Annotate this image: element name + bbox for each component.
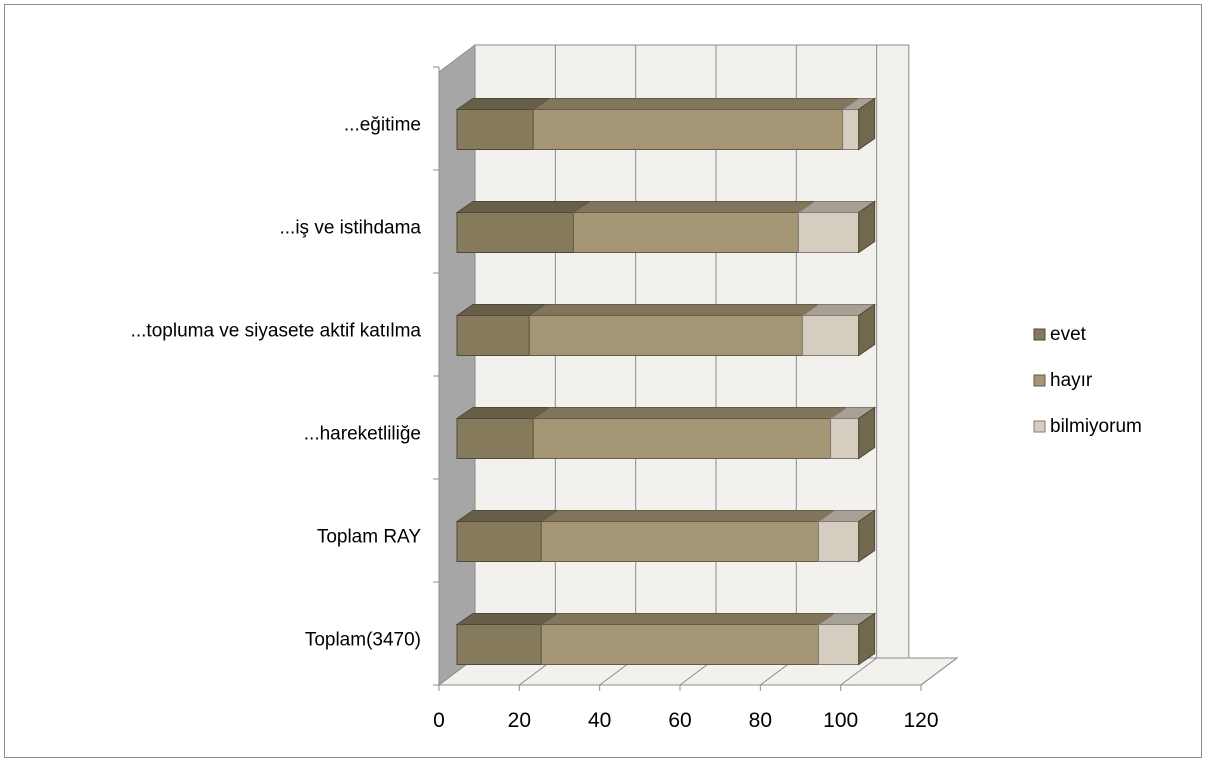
bar-top-hayır-4 <box>571 201 817 213</box>
legend-swatch-bilmiyorum <box>1033 420 1046 433</box>
gridline <box>920 657 958 686</box>
x-tick-label: 80 <box>749 709 772 732</box>
legend-label-hayır: hayır <box>1050 370 1093 391</box>
bar-top-hayır-0 <box>539 613 837 625</box>
bar-top-hayır-5 <box>531 98 861 110</box>
category-label: Toplam(3470) <box>305 630 421 651</box>
bar-bilmiyorum-4 <box>797 212 860 253</box>
category-label: ...eğitime <box>344 115 421 136</box>
bar-end-2 <box>858 406 876 460</box>
bar-top-hayır-2 <box>531 407 849 419</box>
x-tick-label: 120 <box>903 709 938 732</box>
bar-evet-5 <box>456 109 534 150</box>
bar-evet-1 <box>456 521 542 562</box>
bar-evet-3 <box>456 315 530 356</box>
x-tick-label: 40 <box>588 709 611 732</box>
x-tick-label: 100 <box>823 709 858 732</box>
legend-label-evet: evet <box>1050 324 1087 345</box>
bar-chart: 0 20 40 60 80 100 120 Toplam(3470) Toplam RAY...… <box>131 44 1142 732</box>
bar-top-evet-4 <box>455 201 592 213</box>
bar-top-evet-1 <box>455 510 559 522</box>
gridline <box>840 657 877 686</box>
legend-swatch-evet <box>1033 328 1046 341</box>
bar-bilmiyorum-0 <box>818 624 860 665</box>
bar-end-0 <box>858 612 876 666</box>
bar-top-hayır-3 <box>527 304 821 316</box>
category-label: ...hareketliliğe <box>304 424 421 445</box>
bar-bilmiyorum-1 <box>818 521 860 562</box>
bar-end-4 <box>858 200 876 254</box>
bar-bilmiyorum-2 <box>830 418 860 459</box>
category-label: ...topluma ve siyasete aktif katılma <box>131 321 422 342</box>
bar-end-1 <box>858 509 876 563</box>
x-tick-label: 60 <box>668 709 691 732</box>
bar-hayır-0 <box>540 624 819 665</box>
bar-hayır-4 <box>572 212 799 253</box>
bar-hayır-2 <box>532 418 832 459</box>
bar-top-hayır-1 <box>539 510 837 522</box>
bar-evet-0 <box>456 624 542 665</box>
category-label: ...iş ve istihdama <box>280 218 422 239</box>
chart-frame: 0 20 40 60 80 100 120 Toplam(3470) Toplam RAY...… <box>4 4 1202 758</box>
legend-label-bilmiyorum: bilmiyorum <box>1050 416 1142 437</box>
bar-bilmiyorum-3 <box>801 315 860 356</box>
x-tick-label: 20 <box>508 709 531 732</box>
bar-end-3 <box>858 303 876 357</box>
bar-bilmiyorum-5 <box>842 109 860 150</box>
bar-hayır-1 <box>540 521 819 562</box>
bar-end-5 <box>858 97 876 151</box>
bar-top-evet-0 <box>455 613 559 625</box>
bar-evet-4 <box>456 212 574 253</box>
bar-hayır-3 <box>528 315 803 356</box>
bar-evet-2 <box>456 418 534 459</box>
category-label: Toplam RAY <box>317 527 422 548</box>
bar-hayır-5 <box>532 109 844 150</box>
legend-swatch-hayır <box>1033 374 1046 387</box>
x-tick-label: 0 <box>433 709 445 732</box>
